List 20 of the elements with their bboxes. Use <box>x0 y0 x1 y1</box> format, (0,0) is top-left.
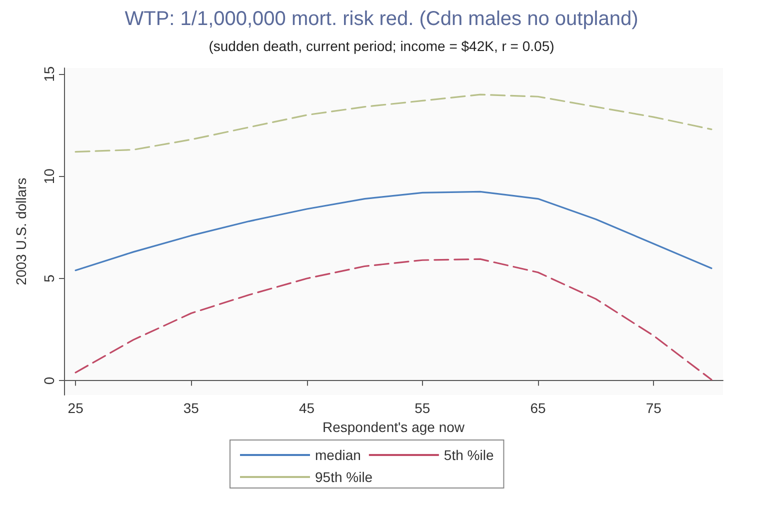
y-axis-title: 2003 U.S. dollars <box>13 178 29 286</box>
legend-label: median <box>315 447 361 463</box>
chart-subtitle: (sudden death, current period; income = $42K, r = 0.05) <box>208 38 554 54</box>
y-tick-label: 10 <box>41 168 57 184</box>
x-tick-label: 45 <box>299 400 315 416</box>
line-series <box>74 258 712 380</box>
legend-label: 5th %ile <box>444 447 494 463</box>
y-tick-label: 0 <box>41 376 57 385</box>
x-tick-label: 55 <box>414 400 430 416</box>
x-tick-label: 65 <box>530 400 546 416</box>
line-series <box>74 190 712 272</box>
x-tick-label: 75 <box>646 400 662 416</box>
legend-label: 95th %ile <box>315 469 373 485</box>
y-tick-label: 15 <box>41 66 57 82</box>
x-axis-title: Respondent's age now <box>322 418 466 435</box>
x-tick-label: 25 <box>68 400 84 416</box>
x-tick-label: 35 <box>183 400 200 416</box>
chart-title: WTP: 1/1,000,000 mort. risk red. (Cdn males no outpland) <box>124 8 638 30</box>
y-tick-label: 5 <box>41 274 57 282</box>
line-series <box>74 94 712 153</box>
